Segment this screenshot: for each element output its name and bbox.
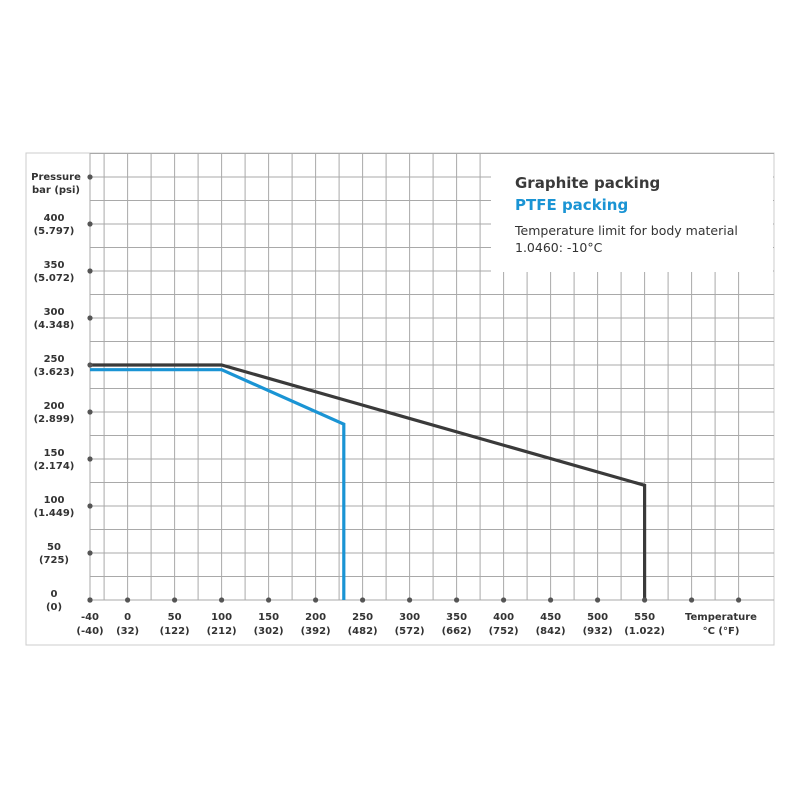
y-tick-dot [87,409,93,415]
y-tick-label: 100 [44,495,65,506]
y-tick-label-psi: (2.174) [34,461,75,472]
x-tick-label: 450 [540,612,561,623]
x-tick-label: 400 [493,612,514,623]
x-tick-dot [360,597,366,603]
legend-annotation: Temperature limit for body material 1.04… [515,222,738,256]
x-tick-label-fahrenheit: (482) [348,626,378,637]
tick-labels: 0 (0) 50 (725) 100 (1.449) 150 (2.174) 200 (2.899… [31,172,757,637]
y-tick-label: 400 [44,213,65,224]
y-tick-label: 50 [47,542,61,553]
x-tick-label: 350 [446,612,467,623]
x-tick-label-fahrenheit: (392) [301,626,331,637]
y-tick-label: 150 [44,448,65,459]
x-tick-label: 100 [211,612,232,623]
x-tick-label: 0 [124,612,131,623]
y-tick-dot [87,456,93,462]
x-tick-dot [125,597,131,603]
legend: Graphite packing PTFE packing Temperatur… [491,154,773,272]
annotation-line-1: Temperature limit for body material [515,223,738,238]
x-tick-label-fahrenheit: (212) [207,626,237,637]
y-tick-dot [87,362,93,368]
x-tick-dot [736,597,742,603]
x-axis-title-unit: °C (°F) [703,626,740,637]
y-tick-dot [87,315,93,321]
x-tick-label: 250 [352,612,373,623]
x-tick-label-fahrenheit: (572) [395,626,425,637]
axis-dots [87,174,742,603]
legend-ptfe-packing: PTFE packing [515,196,629,214]
x-tick-label: -40 [81,612,99,623]
x-tick-dot [548,597,554,603]
x-tick-label: 200 [305,612,326,623]
x-tick-label-fahrenheit: (-40) [76,626,103,637]
x-tick-label-fahrenheit: (32) [116,626,139,637]
x-tick-dot [219,597,225,603]
y-tick-label-psi: (2.899) [34,414,75,425]
y-tick-dot [87,503,93,509]
y-tick-label-psi: (5.797) [34,226,75,237]
y-tick-label-psi: (0) [46,602,62,613]
x-tick-dot [642,597,648,603]
y-tick-label: 0 [51,589,58,600]
grid [89,153,774,601]
x-tick-label-fahrenheit: (1.022) [624,626,665,637]
legend-graphite-packing: Graphite packing [515,174,661,192]
x-tick-dot [313,597,319,603]
x-tick-dot [407,597,413,603]
x-tick-dot [266,597,272,603]
y-tick-label-psi: (4.348) [34,320,75,331]
x-tick-dot [454,597,460,603]
y-tick-label-psi: (3.623) [34,367,75,378]
y-tick-dot [87,174,93,180]
y-tick-label-psi: (725) [39,555,69,566]
x-tick-label-fahrenheit: (752) [489,626,519,637]
ptfe-packing-line [90,368,346,600]
x-tick-label: 150 [258,612,279,623]
y-tick-dot [87,550,93,556]
y-tick-label: 200 [44,401,65,412]
y-tick-label: 300 [44,307,65,318]
y-tick-dot [87,268,93,274]
y-tick-label-psi: (1.449) [34,508,75,519]
x-tick-dot [172,597,178,603]
x-tick-dot [501,597,507,603]
x-tick-dot [87,597,93,603]
x-tick-label: 500 [587,612,608,623]
x-axis-title: Temperature [685,612,757,623]
x-tick-label: 550 [634,612,655,623]
y-axis-title: Pressure [31,172,81,183]
y-tick-label: 350 [44,260,65,271]
x-tick-dot [595,597,601,603]
x-tick-label: 300 [399,612,420,623]
y-tick-label: 250 [44,354,65,365]
x-tick-label-fahrenheit: (842) [536,626,566,637]
y-tick-dot [87,221,93,227]
x-tick-label-fahrenheit: (122) [160,626,190,637]
graphite-packing-line [90,363,647,600]
x-tick-label-fahrenheit: (302) [254,626,284,637]
x-tick-label: 50 [168,612,182,623]
x-tick-label-fahrenheit: (932) [583,626,613,637]
y-axis-title-unit: bar (psi) [32,185,80,196]
x-tick-dot [689,597,695,603]
annotation-line-2: 1.0460: -10°C [515,240,603,255]
x-tick-label-fahrenheit: (662) [442,626,472,637]
y-tick-label-psi: (5.072) [34,273,75,284]
series-lines [90,363,647,600]
